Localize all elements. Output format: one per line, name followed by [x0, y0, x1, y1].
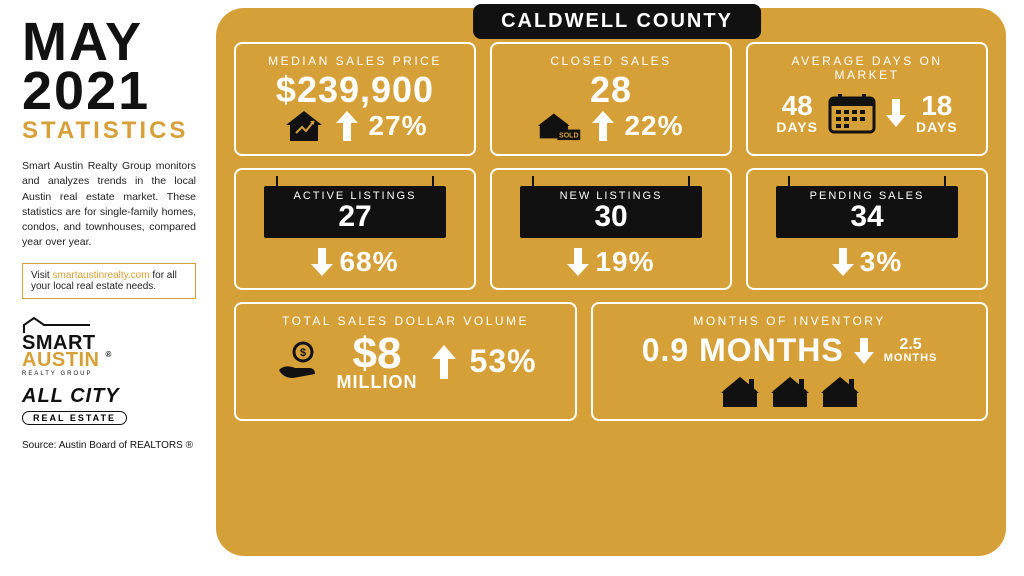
- arrow-down-icon: [311, 248, 333, 276]
- pending-pct: 3%: [860, 246, 902, 278]
- new-pct: 19%: [595, 246, 654, 278]
- svg-text:$: $: [299, 347, 305, 359]
- house-trend-icon: [282, 108, 326, 144]
- closed-value: 28: [590, 72, 632, 108]
- arrow-down-icon: [567, 248, 589, 276]
- card-days-on-market: AVERAGE DAYS ON MARKET 48 DAYS 18: [746, 42, 988, 156]
- arrow-down-icon: [886, 99, 906, 127]
- card-label: MEDIAN SALES PRICE: [268, 54, 442, 68]
- arrow-up-icon: [336, 111, 358, 141]
- dom-left-val: 48: [782, 92, 813, 120]
- card-months-inventory: MONTHS OF INVENTORY 0.9 MONTHS 2.5 MONTH…: [591, 302, 988, 421]
- dom-right: 18 DAYS: [916, 92, 958, 134]
- county-pill: CALDWELL COUNTY: [473, 4, 761, 39]
- volume-value: $8: [353, 334, 402, 374]
- arrow-up-icon: [592, 111, 614, 141]
- logo-smart-austin: SMART AUSTIN ® REALTY GROUP: [22, 317, 196, 377]
- title-month: MAY: [22, 18, 196, 67]
- moi-value: 0.9 MONTHS: [642, 332, 844, 369]
- dom-right-unit: DAYS: [916, 120, 958, 134]
- card-dollar-volume: TOTAL SALES DOLLAR VOLUME $ $8 MILLION 5…: [234, 302, 577, 421]
- moi-delta-unit: MONTHS: [884, 353, 938, 364]
- hand-coin-icon: $: [275, 340, 323, 384]
- arrow-down-icon: [832, 248, 854, 276]
- logos: SMART AUSTIN ® REALTY GROUP ALL CITY REA…: [22, 317, 196, 426]
- median-pct: 27%: [368, 110, 427, 142]
- moi-delta-val: 2.5: [899, 337, 921, 353]
- card-median-price: MEDIAN SALES PRICE $239,900 27%: [234, 42, 476, 156]
- card-label: CLOSED SALES: [550, 54, 671, 68]
- visit-pre: Visit: [31, 270, 53, 281]
- row-3: TOTAL SALES DOLLAR VOLUME $ $8 MILLION 5…: [234, 302, 988, 421]
- visit-link[interactable]: smartaustinrealty.com: [53, 270, 150, 281]
- sidebar-blurb: Smart Austin Realty Group monitors and a…: [22, 159, 196, 250]
- row-2: ACTIVE LISTINGS 27 68% NEW LISTINGS 30 1…: [234, 168, 988, 290]
- title-year: 2021: [22, 67, 196, 116]
- card-new-listings: NEW LISTINGS 30 19%: [490, 168, 732, 290]
- main: CALDWELL COUNTY MEDIAN SALES PRICE $239,…: [210, 0, 1024, 576]
- dom-left: 48 DAYS: [776, 92, 818, 134]
- hanging-sign: NEW LISTINGS 30: [520, 186, 702, 238]
- dom-left-unit: DAYS: [776, 120, 818, 134]
- arrow-up-icon: [432, 345, 456, 379]
- svg-text:SOLD: SOLD: [559, 132, 579, 139]
- logo-all-city: ALL CITY REAL ESTATE: [22, 385, 196, 426]
- logo-austin-word: AUSTIN: [22, 349, 99, 371]
- closed-pct: 22%: [624, 110, 683, 142]
- hanging-sign: PENDING SALES 34: [776, 186, 958, 238]
- card-active-listings: ACTIVE LISTINGS 27 68%: [234, 168, 476, 290]
- visit-box: Visit smartaustinrealty.com for all your…: [22, 263, 196, 299]
- row-1: MEDIAN SALES PRICE $239,900 27% CLOSED S…: [234, 42, 988, 156]
- house-sold-icon: SOLD: [538, 108, 582, 144]
- houses-row-icon: [719, 375, 861, 409]
- volume-unit: MILLION: [337, 374, 418, 390]
- card-pending-sales: PENDING SALES 34 3%: [746, 168, 988, 290]
- active-pct: 68%: [339, 246, 398, 278]
- arrow-down-icon: [854, 338, 874, 364]
- median-value: $239,900: [276, 72, 434, 108]
- logo-smart-sub: REALTY GROUP: [22, 371, 196, 377]
- logo-allcity-sub: REAL ESTATE: [22, 411, 127, 425]
- active-value: 27: [264, 202, 446, 232]
- dom-right-val: 18: [921, 92, 952, 120]
- calendar-icon: [828, 92, 876, 134]
- card-label: TOTAL SALES DOLLAR VOLUME: [282, 314, 529, 328]
- card-label: AVERAGE DAYS ON MARKET: [782, 54, 952, 82]
- new-value: 30: [520, 202, 702, 232]
- volume-pct: 53%: [470, 343, 537, 380]
- logo-allcity-main: ALL CITY: [22, 385, 196, 408]
- card-closed-sales: CLOSED SALES 28 SOLD 22%: [490, 42, 732, 156]
- sidebar: MAY 2021 STATISTICS Smart Austin Realty …: [0, 0, 210, 576]
- card-label: MONTHS OF INVENTORY: [693, 314, 885, 328]
- source-text: Source: Austin Board of REALTORS ®: [22, 440, 196, 451]
- hanging-sign: ACTIVE LISTINGS 27: [264, 186, 446, 238]
- pending-value: 34: [776, 202, 958, 232]
- stats-panel: MEDIAN SALES PRICE $239,900 27% CLOSED S…: [216, 8, 1006, 556]
- title-stats: STATISTICS: [22, 117, 196, 145]
